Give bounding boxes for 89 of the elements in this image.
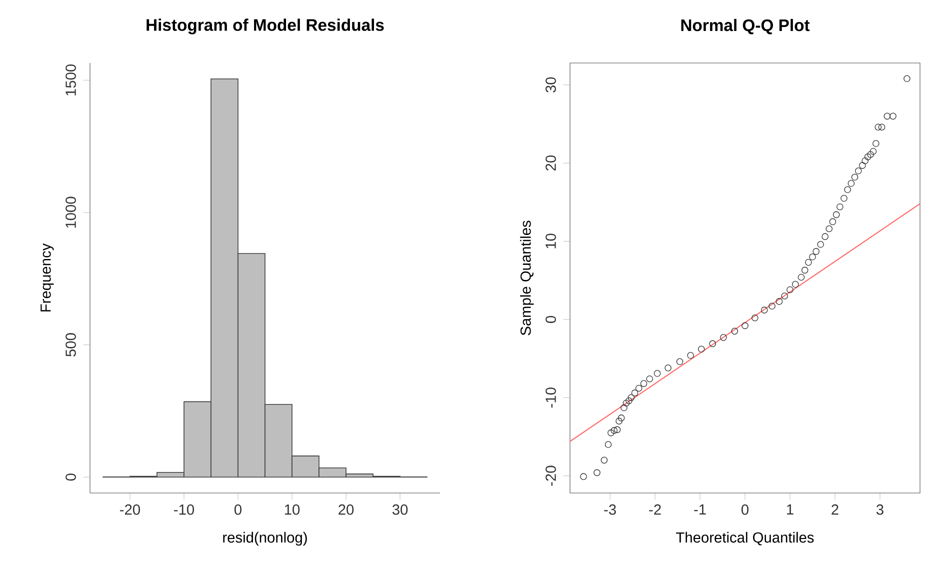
x-tick-label: 20 [338,504,354,515]
x-tick-label: 3 [876,504,884,515]
point [809,253,816,260]
point [884,112,891,120]
point [844,186,851,194]
point [760,306,768,314]
chart-title: Histogram of Model Residuals [146,18,384,34]
point [801,266,808,274]
point [836,203,844,210]
point [640,380,648,387]
point [631,390,638,396]
y-tick-label: 500 [66,333,76,356]
y-tick-label: 20 [546,156,556,170]
y-tick-label: 0 [546,316,556,323]
point [840,194,848,202]
point [580,473,587,480]
point [776,298,783,305]
y-axis-title: Frequency [40,243,54,312]
point [608,429,614,436]
y-axis-title: Sample Quantiles [520,220,534,336]
y-tick-label: 30 [546,77,556,92]
point [614,426,621,434]
point [600,456,608,464]
point [742,322,748,330]
point [768,302,776,310]
point [848,180,855,187]
point [805,258,812,266]
x-tick-label: 0 [741,504,748,515]
x-axis-title: Theoretical Quantiles [676,532,814,546]
x-tick-label: -1 [694,504,706,514]
point [878,124,886,131]
point [698,346,705,353]
point [826,225,833,232]
point [829,218,836,226]
point [859,162,866,169]
point [620,404,628,412]
point [870,148,877,155]
point [904,75,910,82]
point [626,397,632,404]
chart-title: Normal Q-Q Plot [681,18,810,34]
point [864,153,872,160]
point [594,469,600,476]
x-tick-label: 10 [284,504,300,515]
point [862,157,869,164]
y-tick-label: 1000 [66,196,76,228]
point [635,384,642,392]
x-tick-label: 30 [392,504,408,515]
point [604,441,612,448]
point [687,352,694,359]
point [854,167,862,174]
point [628,394,635,402]
point [709,340,716,348]
x-tick-label: -20 [120,504,140,515]
point [610,427,618,434]
point [720,334,727,341]
point [867,151,874,158]
point [890,112,896,120]
x-axis-title: resid(nonlog) [223,532,307,546]
y-tick-label: 1500 [66,64,76,96]
point [822,233,828,240]
y-tick-label: 10 [546,234,556,248]
point [731,328,738,335]
point [654,370,661,377]
point [618,414,625,422]
point [832,211,840,218]
x-tick-label: 0 [234,504,242,515]
x-tick-label: 1 [787,504,794,514]
point [616,418,622,424]
point [664,364,672,372]
point [786,286,794,294]
y-tick-label: -20 [546,466,556,486]
x-tick-label: 2 [832,504,838,515]
point [798,274,805,281]
point [622,400,630,406]
point [752,314,758,322]
point [851,174,858,181]
point [646,375,654,382]
x-tick-label: -10 [174,504,194,515]
y-tick-label: -10 [546,388,556,408]
y-tick-label: 0 [66,474,76,481]
point [874,124,882,131]
point [817,240,824,248]
point [676,358,684,366]
point [792,280,799,288]
point [812,248,820,255]
x-tick-label: -3 [604,504,616,515]
point [781,292,788,300]
point [872,140,880,147]
x-tick-label: -2 [649,504,661,515]
